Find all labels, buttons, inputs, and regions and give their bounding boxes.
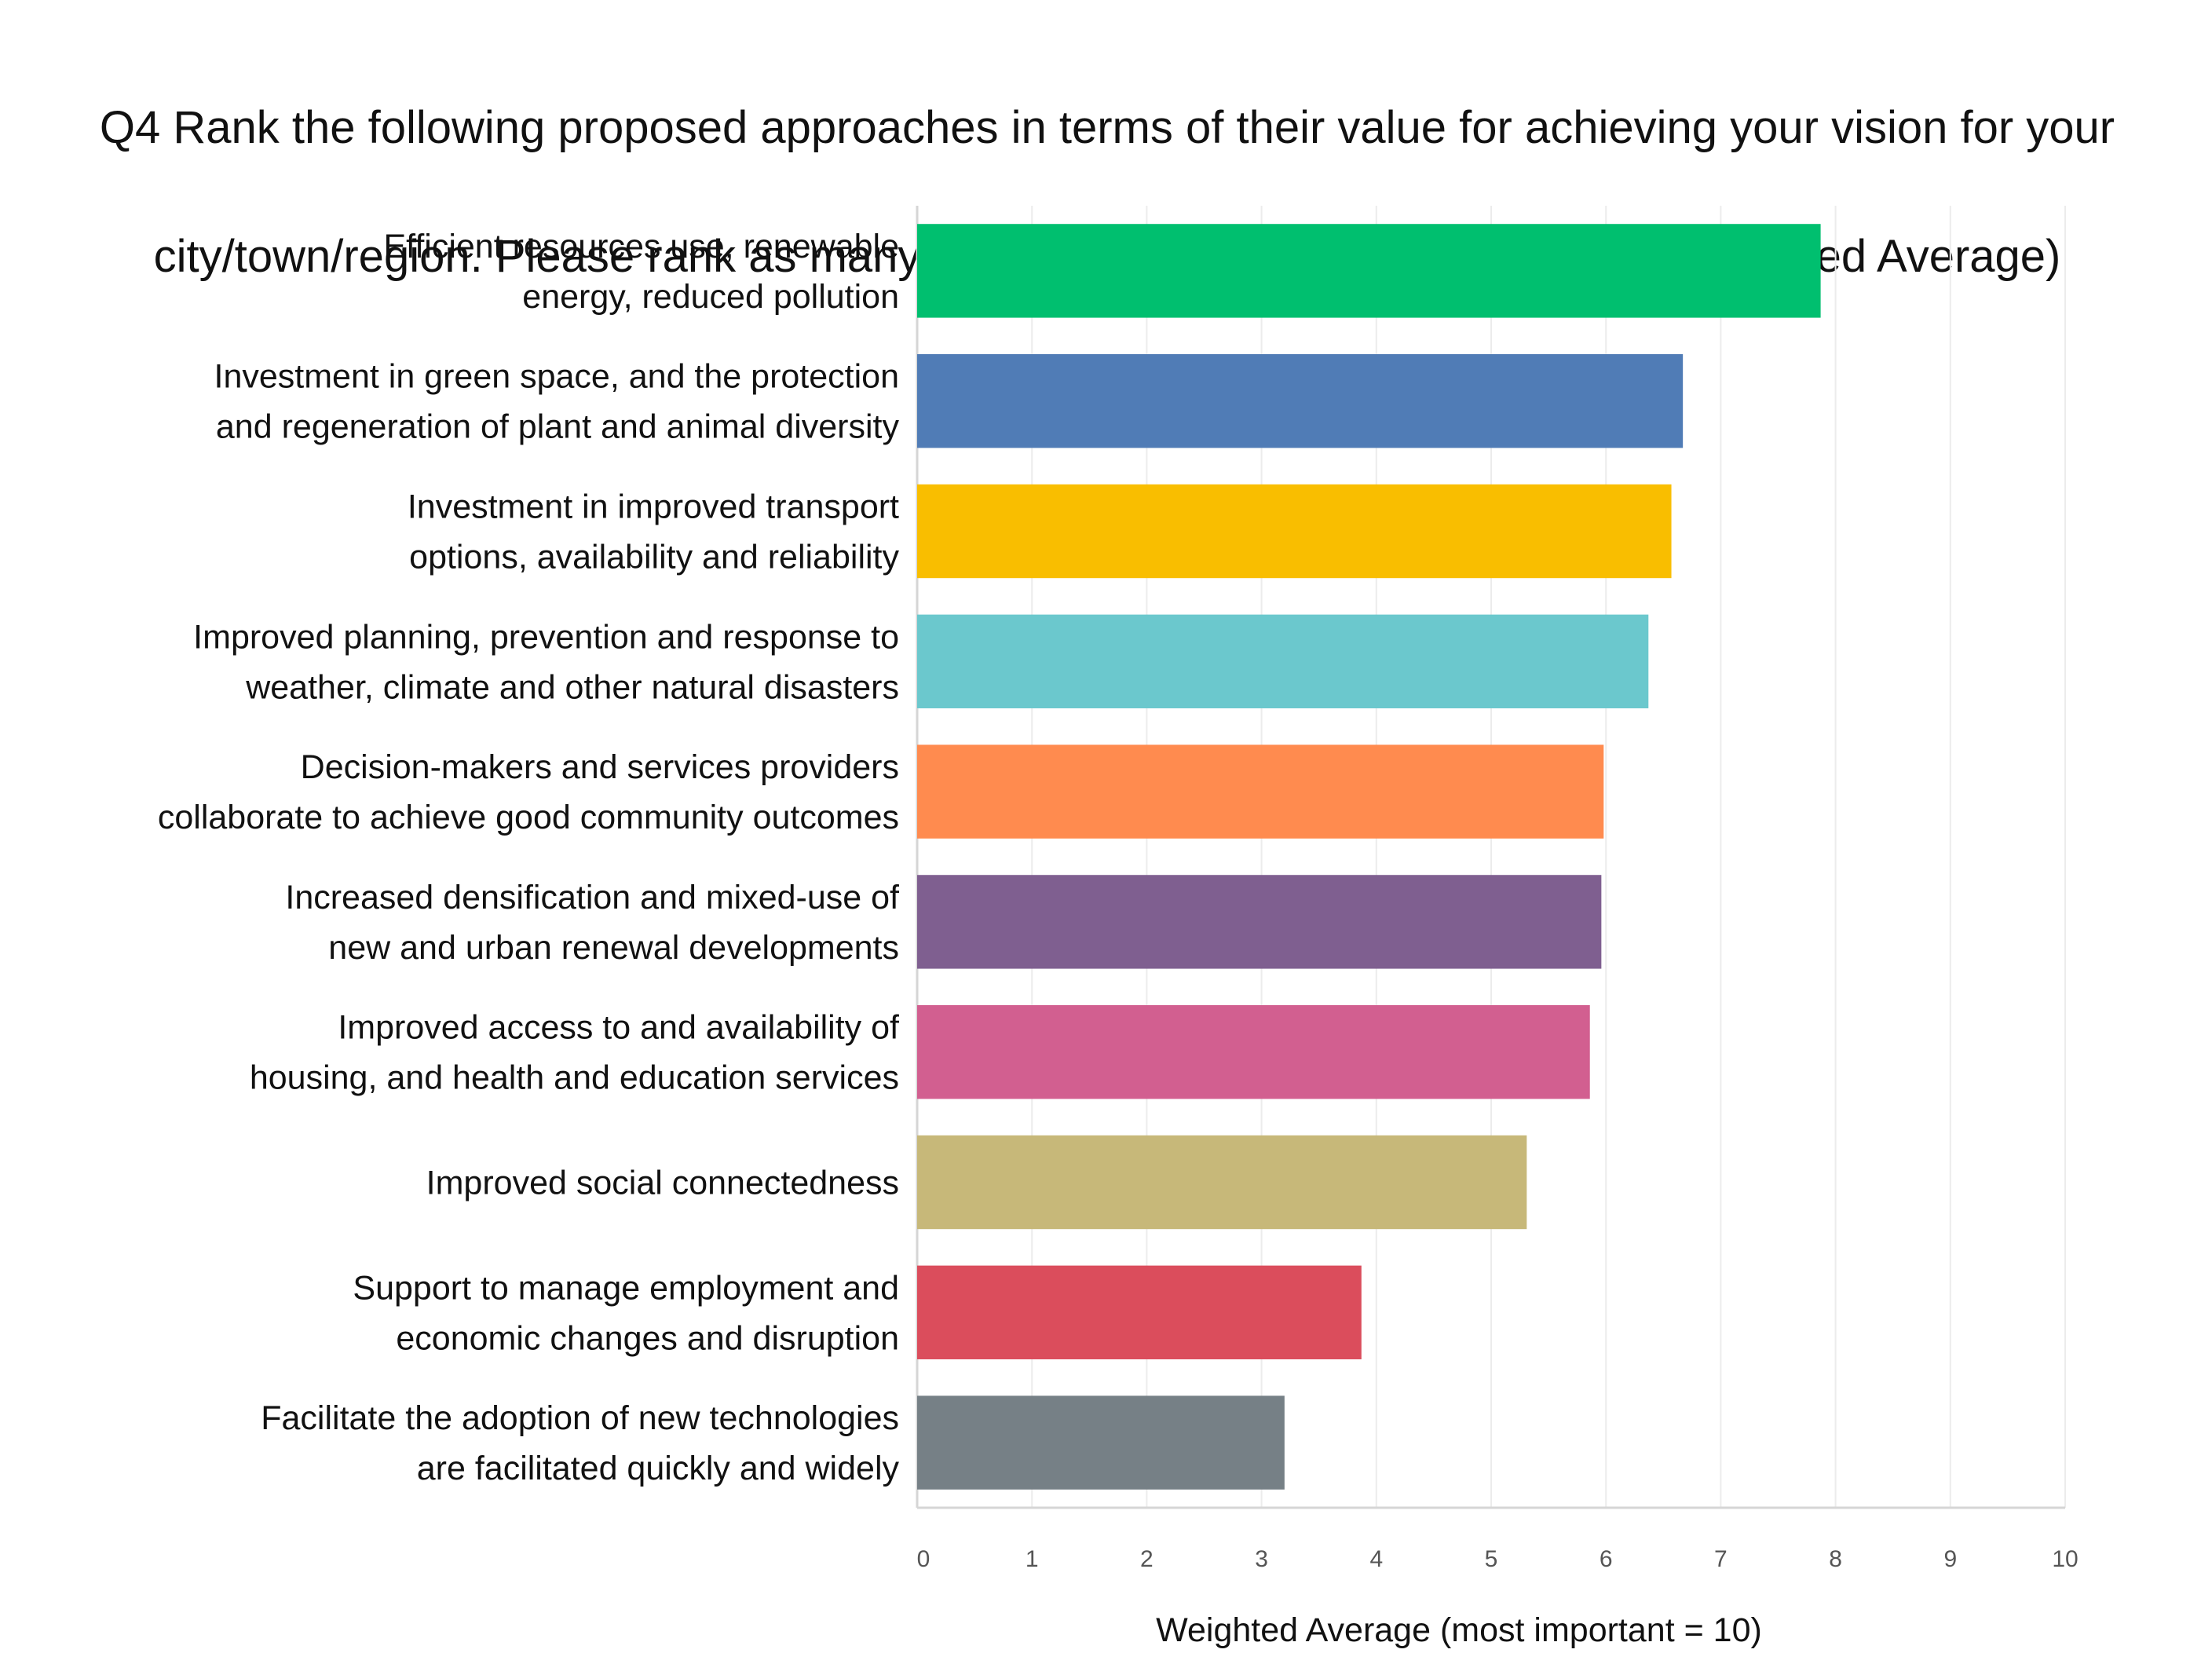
category-label-6: Increased densification and mixed-use of… xyxy=(285,879,900,967)
x-tick-label-9: 9 xyxy=(1943,1546,1957,1572)
category-label-line: Improved access to and availability of xyxy=(338,1009,900,1047)
category-label-line: are facilitated quickly and widely xyxy=(417,1450,900,1487)
x-axis-title: Weighted Average (most important = 10) xyxy=(1156,1611,1762,1649)
category-label-7: Improved access to and availability of ho… xyxy=(250,1009,900,1097)
x-tick-label-8: 8 xyxy=(1829,1546,1842,1572)
bar-3 xyxy=(917,484,1672,579)
bar-7 xyxy=(917,1005,1590,1099)
category-labels: Efficient resources use, renewable energy… xyxy=(158,228,900,1487)
x-tick-label-3: 3 xyxy=(1255,1546,1268,1572)
category-label-line: housing, and health and education servic… xyxy=(250,1059,899,1097)
category-label-line: Support to manage employment and xyxy=(353,1269,899,1307)
x-axis-ticks: 0 1 2 3 4 5 6 7 8 9 10 xyxy=(917,1546,2079,1572)
x-tick-label-2: 2 xyxy=(1140,1546,1154,1572)
x-tick-label-1: 1 xyxy=(1026,1546,1039,1572)
category-label-4: Improved planning, prevention and respon… xyxy=(193,618,899,706)
category-label-line: Improved planning, prevention and respon… xyxy=(193,618,899,656)
x-tick-label-0: 0 xyxy=(917,1546,931,1572)
category-label-line: Investment in green space, and the prote… xyxy=(214,358,900,396)
bar-4 xyxy=(917,614,1649,708)
category-label-3: Investment in improved transport options,… xyxy=(408,488,900,576)
category-label-8: Improved social connectedness xyxy=(426,1165,899,1202)
category-label-line: collaborate to achieve good community ou… xyxy=(158,799,899,836)
category-label-line: Investment in improved transport xyxy=(408,488,899,526)
category-label-2: Investment in green space, and the prote… xyxy=(214,358,900,446)
x-tick-label-4: 4 xyxy=(1369,1546,1383,1572)
category-label-line: Increased densification and mixed-use of xyxy=(285,879,900,916)
category-label-5: Decision-makers and services providers co… xyxy=(158,748,899,836)
category-label-line: Improved social connectedness xyxy=(426,1165,899,1202)
category-label-line: Efficient resources use, renewable xyxy=(383,228,899,265)
category-label-line: new and urban renewal developments xyxy=(328,929,899,967)
category-label-line: options, availability and reliability xyxy=(409,539,899,576)
bars xyxy=(917,224,1821,1490)
x-tick-label-10: 10 xyxy=(2052,1546,2078,1572)
bar-5 xyxy=(917,744,1604,839)
category-label-line: economic changes and disruption xyxy=(396,1319,899,1357)
category-label-9: Support to manage employment and economic… xyxy=(353,1269,899,1357)
x-tick-label-5: 5 xyxy=(1485,1546,1498,1572)
bar-1 xyxy=(917,224,1821,318)
category-label-line: Facilitate the adoption of new technolog… xyxy=(261,1399,899,1437)
bar-9 xyxy=(917,1265,1362,1359)
category-label-line: energy, reduced pollution xyxy=(522,278,899,316)
x-tick-label-6: 6 xyxy=(1600,1546,1613,1572)
category-label-1: Efficient resources use, renewable energy… xyxy=(383,228,899,316)
chart-title-line-1: Q4 Rank the following proposed approache… xyxy=(99,102,2115,153)
bar-8 xyxy=(917,1135,1527,1230)
bar-10 xyxy=(917,1395,1285,1490)
bar-2 xyxy=(917,354,1684,448)
bar-6 xyxy=(917,875,1602,969)
category-label-line: Decision-makers and services providers xyxy=(301,748,899,786)
x-tick-label-7: 7 xyxy=(1714,1546,1728,1572)
category-label-line: weather, climate and other natural disas… xyxy=(245,668,899,706)
category-label-10: Facilitate the adoption of new technolog… xyxy=(261,1399,899,1487)
category-label-line: and regeneration of plant and animal div… xyxy=(216,408,900,446)
